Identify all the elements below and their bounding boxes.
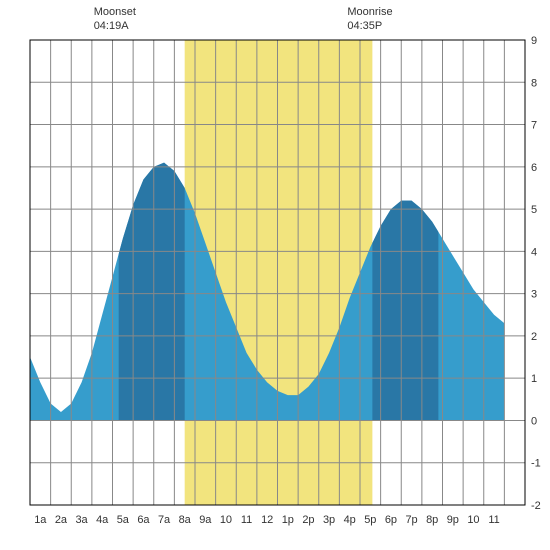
svg-text:4a: 4a [96,514,109,526]
svg-text:7a: 7a [158,514,171,526]
chart-svg: -2-101234567891a2a3a4a5a6a7a8a9a1011121p… [0,0,550,550]
svg-text:5p: 5p [364,514,376,526]
tide-chart: -2-101234567891a2a3a4a5a6a7a8a9a1011121p… [0,0,550,550]
svg-text:7: 7 [531,120,537,132]
svg-text:2a: 2a [55,514,68,526]
svg-text:3: 3 [531,289,537,301]
svg-text:10: 10 [220,514,232,526]
svg-text:8: 8 [531,77,537,89]
svg-text:2p: 2p [302,514,314,526]
svg-text:1p: 1p [282,514,294,526]
svg-text:6: 6 [531,162,537,174]
svg-text:8p: 8p [426,514,438,526]
svg-text:5a: 5a [117,514,130,526]
svg-text:9p: 9p [447,514,459,526]
svg-text:4p: 4p [344,514,356,526]
svg-text:10: 10 [467,514,479,526]
svg-text:1: 1 [531,373,537,385]
svg-text:9a: 9a [199,514,212,526]
svg-text:-1: -1 [531,458,541,470]
svg-text:8a: 8a [179,514,192,526]
moonset-label: Moonset04:19A [94,5,136,34]
svg-text:1a: 1a [34,514,47,526]
svg-text:2: 2 [531,331,537,343]
svg-text:7p: 7p [405,514,417,526]
svg-text:3p: 3p [323,514,335,526]
svg-text:9: 9 [531,35,537,47]
svg-text:6a: 6a [137,514,150,526]
svg-text:-2: -2 [531,500,541,512]
svg-text:11: 11 [488,514,499,526]
moonrise-label: Moonrise04:35P [347,5,392,34]
svg-text:6p: 6p [385,514,397,526]
svg-text:0: 0 [531,415,537,427]
svg-text:4: 4 [531,246,537,258]
svg-text:5: 5 [531,204,537,216]
svg-text:11: 11 [241,514,252,526]
svg-text:3a: 3a [75,514,88,526]
svg-text:12: 12 [261,514,273,526]
